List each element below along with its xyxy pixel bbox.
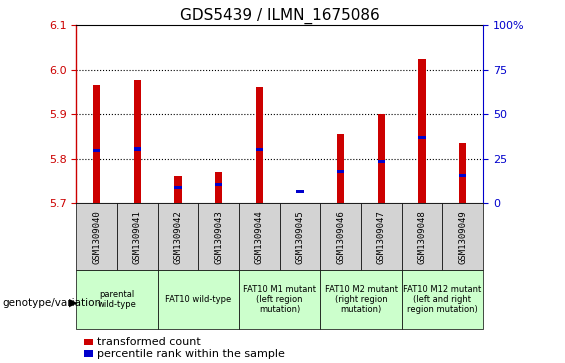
Text: percentile rank within the sample: percentile rank within the sample bbox=[97, 349, 285, 359]
Bar bbox=[337, 170, 344, 173]
Bar bbox=[378, 114, 385, 203]
Bar bbox=[134, 79, 141, 203]
Bar bbox=[256, 87, 263, 203]
Bar bbox=[93, 149, 100, 152]
Text: GSM1309044: GSM1309044 bbox=[255, 210, 264, 264]
Text: FAT10 M2 mutant
(right region
mutation): FAT10 M2 mutant (right region mutation) bbox=[324, 285, 398, 314]
Title: GDS5439 / ILMN_1675086: GDS5439 / ILMN_1675086 bbox=[180, 8, 380, 24]
Bar bbox=[215, 172, 222, 203]
Bar bbox=[256, 148, 263, 151]
Text: FAT10 wild-type: FAT10 wild-type bbox=[165, 295, 232, 304]
Text: GSM1309045: GSM1309045 bbox=[295, 210, 305, 264]
Text: ▶: ▶ bbox=[69, 298, 77, 308]
Bar bbox=[280, 203, 320, 270]
Text: FAT10 M12 mutant
(left and right
region mutation): FAT10 M12 mutant (left and right region … bbox=[403, 285, 481, 314]
Bar bbox=[215, 183, 222, 186]
Bar bbox=[117, 203, 158, 270]
Bar bbox=[76, 203, 117, 270]
Text: GSM1309041: GSM1309041 bbox=[133, 210, 142, 264]
Bar bbox=[459, 174, 466, 177]
Bar bbox=[175, 176, 181, 203]
Bar bbox=[134, 147, 141, 151]
Bar bbox=[93, 85, 100, 203]
Bar bbox=[239, 270, 320, 329]
Bar bbox=[84, 339, 93, 346]
Bar bbox=[419, 59, 425, 203]
Bar bbox=[337, 134, 344, 203]
Bar bbox=[378, 160, 385, 163]
Bar bbox=[158, 203, 198, 270]
Bar bbox=[175, 186, 181, 189]
Text: GSM1309040: GSM1309040 bbox=[92, 210, 101, 264]
Text: parental
wild-type: parental wild-type bbox=[98, 290, 136, 309]
Bar bbox=[297, 190, 303, 193]
Bar bbox=[320, 203, 361, 270]
Bar bbox=[402, 270, 483, 329]
Text: GSM1309047: GSM1309047 bbox=[377, 210, 386, 264]
Text: GSM1309043: GSM1309043 bbox=[214, 210, 223, 264]
Bar bbox=[419, 136, 425, 139]
Bar bbox=[442, 203, 483, 270]
Text: genotype/variation: genotype/variation bbox=[3, 298, 102, 308]
Bar bbox=[84, 351, 93, 357]
Bar bbox=[320, 270, 402, 329]
Text: GSM1309046: GSM1309046 bbox=[336, 210, 345, 264]
Bar bbox=[361, 203, 402, 270]
Text: GSM1309042: GSM1309042 bbox=[173, 210, 182, 264]
Text: FAT10 M1 mutant
(left region
mutation): FAT10 M1 mutant (left region mutation) bbox=[243, 285, 316, 314]
Bar bbox=[402, 203, 442, 270]
Bar bbox=[76, 270, 158, 329]
Bar bbox=[158, 270, 239, 329]
Bar bbox=[459, 143, 466, 203]
Text: GSM1309048: GSM1309048 bbox=[418, 210, 427, 264]
Text: transformed count: transformed count bbox=[97, 337, 201, 347]
Bar bbox=[198, 203, 239, 270]
Bar bbox=[239, 203, 280, 270]
Text: GSM1309049: GSM1309049 bbox=[458, 210, 467, 264]
